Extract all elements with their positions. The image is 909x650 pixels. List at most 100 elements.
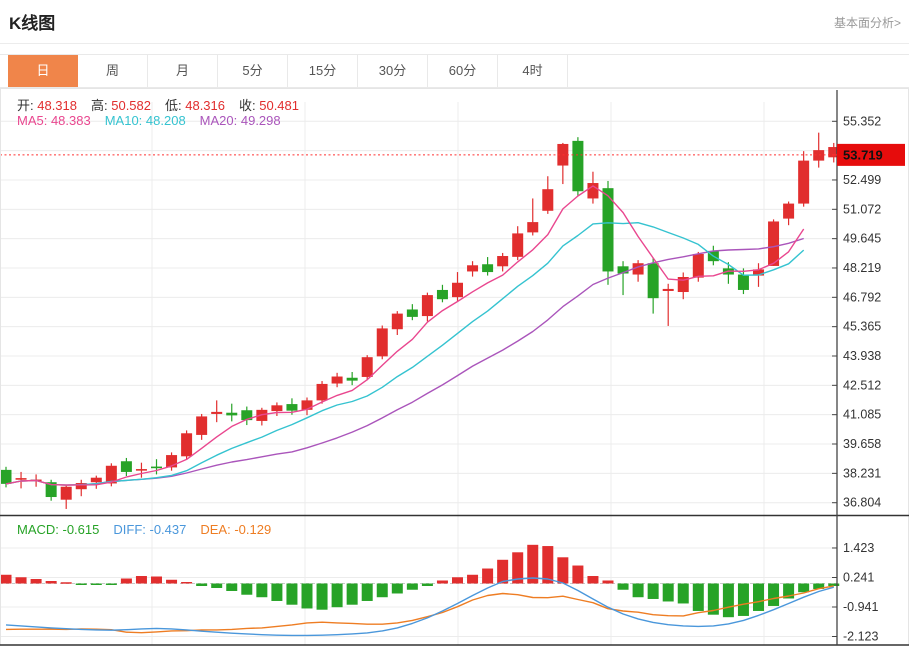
macd-bar xyxy=(497,559,509,584)
candle-body xyxy=(677,277,689,293)
candle-body xyxy=(617,266,629,274)
candle-body xyxy=(0,469,12,484)
current-price-badge: 53.719 xyxy=(832,143,905,166)
candle-body xyxy=(798,160,810,204)
candle-body xyxy=(181,433,193,457)
candle-body xyxy=(361,357,373,377)
candle-body xyxy=(271,405,283,412)
candle-body xyxy=(436,289,448,300)
candle-body xyxy=(60,486,72,500)
macd-bar xyxy=(181,582,193,584)
fundamental-analysis-link[interactable]: 基本面分析> xyxy=(833,16,901,30)
macd-histogram xyxy=(0,544,840,618)
macd-bar xyxy=(316,583,328,610)
main-axis-label: 46.792 xyxy=(843,290,881,304)
macd-bar xyxy=(60,582,72,584)
macd-axis-label: -0.941 xyxy=(843,600,878,614)
candle-body xyxy=(572,140,584,192)
macd-bar xyxy=(120,578,132,584)
macd-bar xyxy=(753,583,764,611)
macd-bar xyxy=(828,583,840,586)
main-axis-label: 45.365 xyxy=(843,320,881,334)
macd-bar xyxy=(692,583,704,611)
macd-bar xyxy=(226,583,238,591)
macd-bar xyxy=(632,583,644,598)
candle-series[interactable] xyxy=(0,132,840,509)
candle-body xyxy=(406,309,418,317)
candle-body xyxy=(482,264,494,273)
candlestick-chart-canvas[interactable]: 55.352 52.499 51.072 49.645 48.219 46.792 45.3… xyxy=(0,88,909,650)
chart-border xyxy=(0,88,909,646)
macd-bar xyxy=(572,565,584,584)
macd-bar xyxy=(602,580,614,584)
main-axis-label: 55.352 xyxy=(843,114,881,128)
main-axis-label: 39.658 xyxy=(843,437,881,451)
tab-period-4[interactable]: 15分 xyxy=(288,55,358,87)
main-axis-label: 52.499 xyxy=(843,173,881,187)
macd-bar xyxy=(647,583,659,599)
candle-body xyxy=(452,282,463,298)
candle-body xyxy=(527,222,539,233)
macd-bar xyxy=(45,581,57,584)
tab-period-5[interactable]: 30分 xyxy=(358,55,428,87)
candle-body xyxy=(467,265,479,272)
macd-axis-label: 1.423 xyxy=(843,541,874,555)
candle-body xyxy=(783,203,795,219)
diff-line xyxy=(5,577,834,637)
macd-bar xyxy=(452,577,463,584)
macd-bar xyxy=(271,583,283,601)
macd-bar xyxy=(677,583,689,604)
candle-body xyxy=(316,383,328,401)
current-price-value: 53.719 xyxy=(843,147,883,162)
macd-axis-label: -2.123 xyxy=(843,629,878,643)
main-axis-label: 38.231 xyxy=(843,466,881,480)
candle-body xyxy=(211,411,223,414)
main-axis-label: 36.804 xyxy=(843,496,881,510)
candle-body xyxy=(331,376,343,384)
candle-body xyxy=(120,461,132,472)
macd-bar xyxy=(421,583,433,586)
macd-bar xyxy=(151,576,162,584)
tab-period-1[interactable]: 周 xyxy=(78,55,148,87)
candle-body xyxy=(151,466,162,469)
candle-body xyxy=(301,400,313,410)
candle-body xyxy=(166,455,178,468)
tab-period-2[interactable]: 月 xyxy=(148,55,218,87)
tab-period-6[interactable]: 60分 xyxy=(428,55,498,87)
main-axis-label: 49.645 xyxy=(843,232,881,246)
macd-bar xyxy=(722,583,734,618)
macd-bar xyxy=(286,583,298,605)
candle-body xyxy=(135,469,147,471)
macd-bar xyxy=(737,583,749,616)
candle-body xyxy=(768,221,780,266)
candle-body xyxy=(512,233,524,257)
macd-bar xyxy=(798,583,810,593)
candle-body xyxy=(75,483,87,490)
candle-body xyxy=(391,313,403,330)
main-axis-label: 42.512 xyxy=(843,378,881,392)
candle-body xyxy=(602,188,614,272)
tab-period-0[interactable]: 日 xyxy=(8,55,78,87)
macd-bar xyxy=(467,574,479,584)
candle-body xyxy=(286,404,298,411)
macd-bar xyxy=(135,576,147,584)
candle-body xyxy=(692,253,704,278)
candle-body xyxy=(497,256,509,267)
ma5-line xyxy=(5,185,805,486)
macd-bar xyxy=(256,583,268,598)
macd-axis-label: 0.241 xyxy=(843,570,874,584)
candle-body xyxy=(421,295,433,317)
macd-bar xyxy=(527,544,539,584)
macd-bar xyxy=(587,576,599,584)
macd-bar xyxy=(105,583,117,585)
macd-bar xyxy=(346,583,358,605)
candle-body xyxy=(346,377,358,381)
main-axis-label: 51.072 xyxy=(843,202,881,216)
candle-body xyxy=(813,150,825,161)
tab-period-3[interactable]: 5分 xyxy=(218,55,288,87)
macd-bar xyxy=(75,583,87,585)
tab-period-7[interactable]: 4时 xyxy=(498,55,568,87)
widget-header: K线图 基本面分析> xyxy=(0,0,909,44)
macd-bar xyxy=(90,583,102,585)
candle-body xyxy=(90,477,102,483)
